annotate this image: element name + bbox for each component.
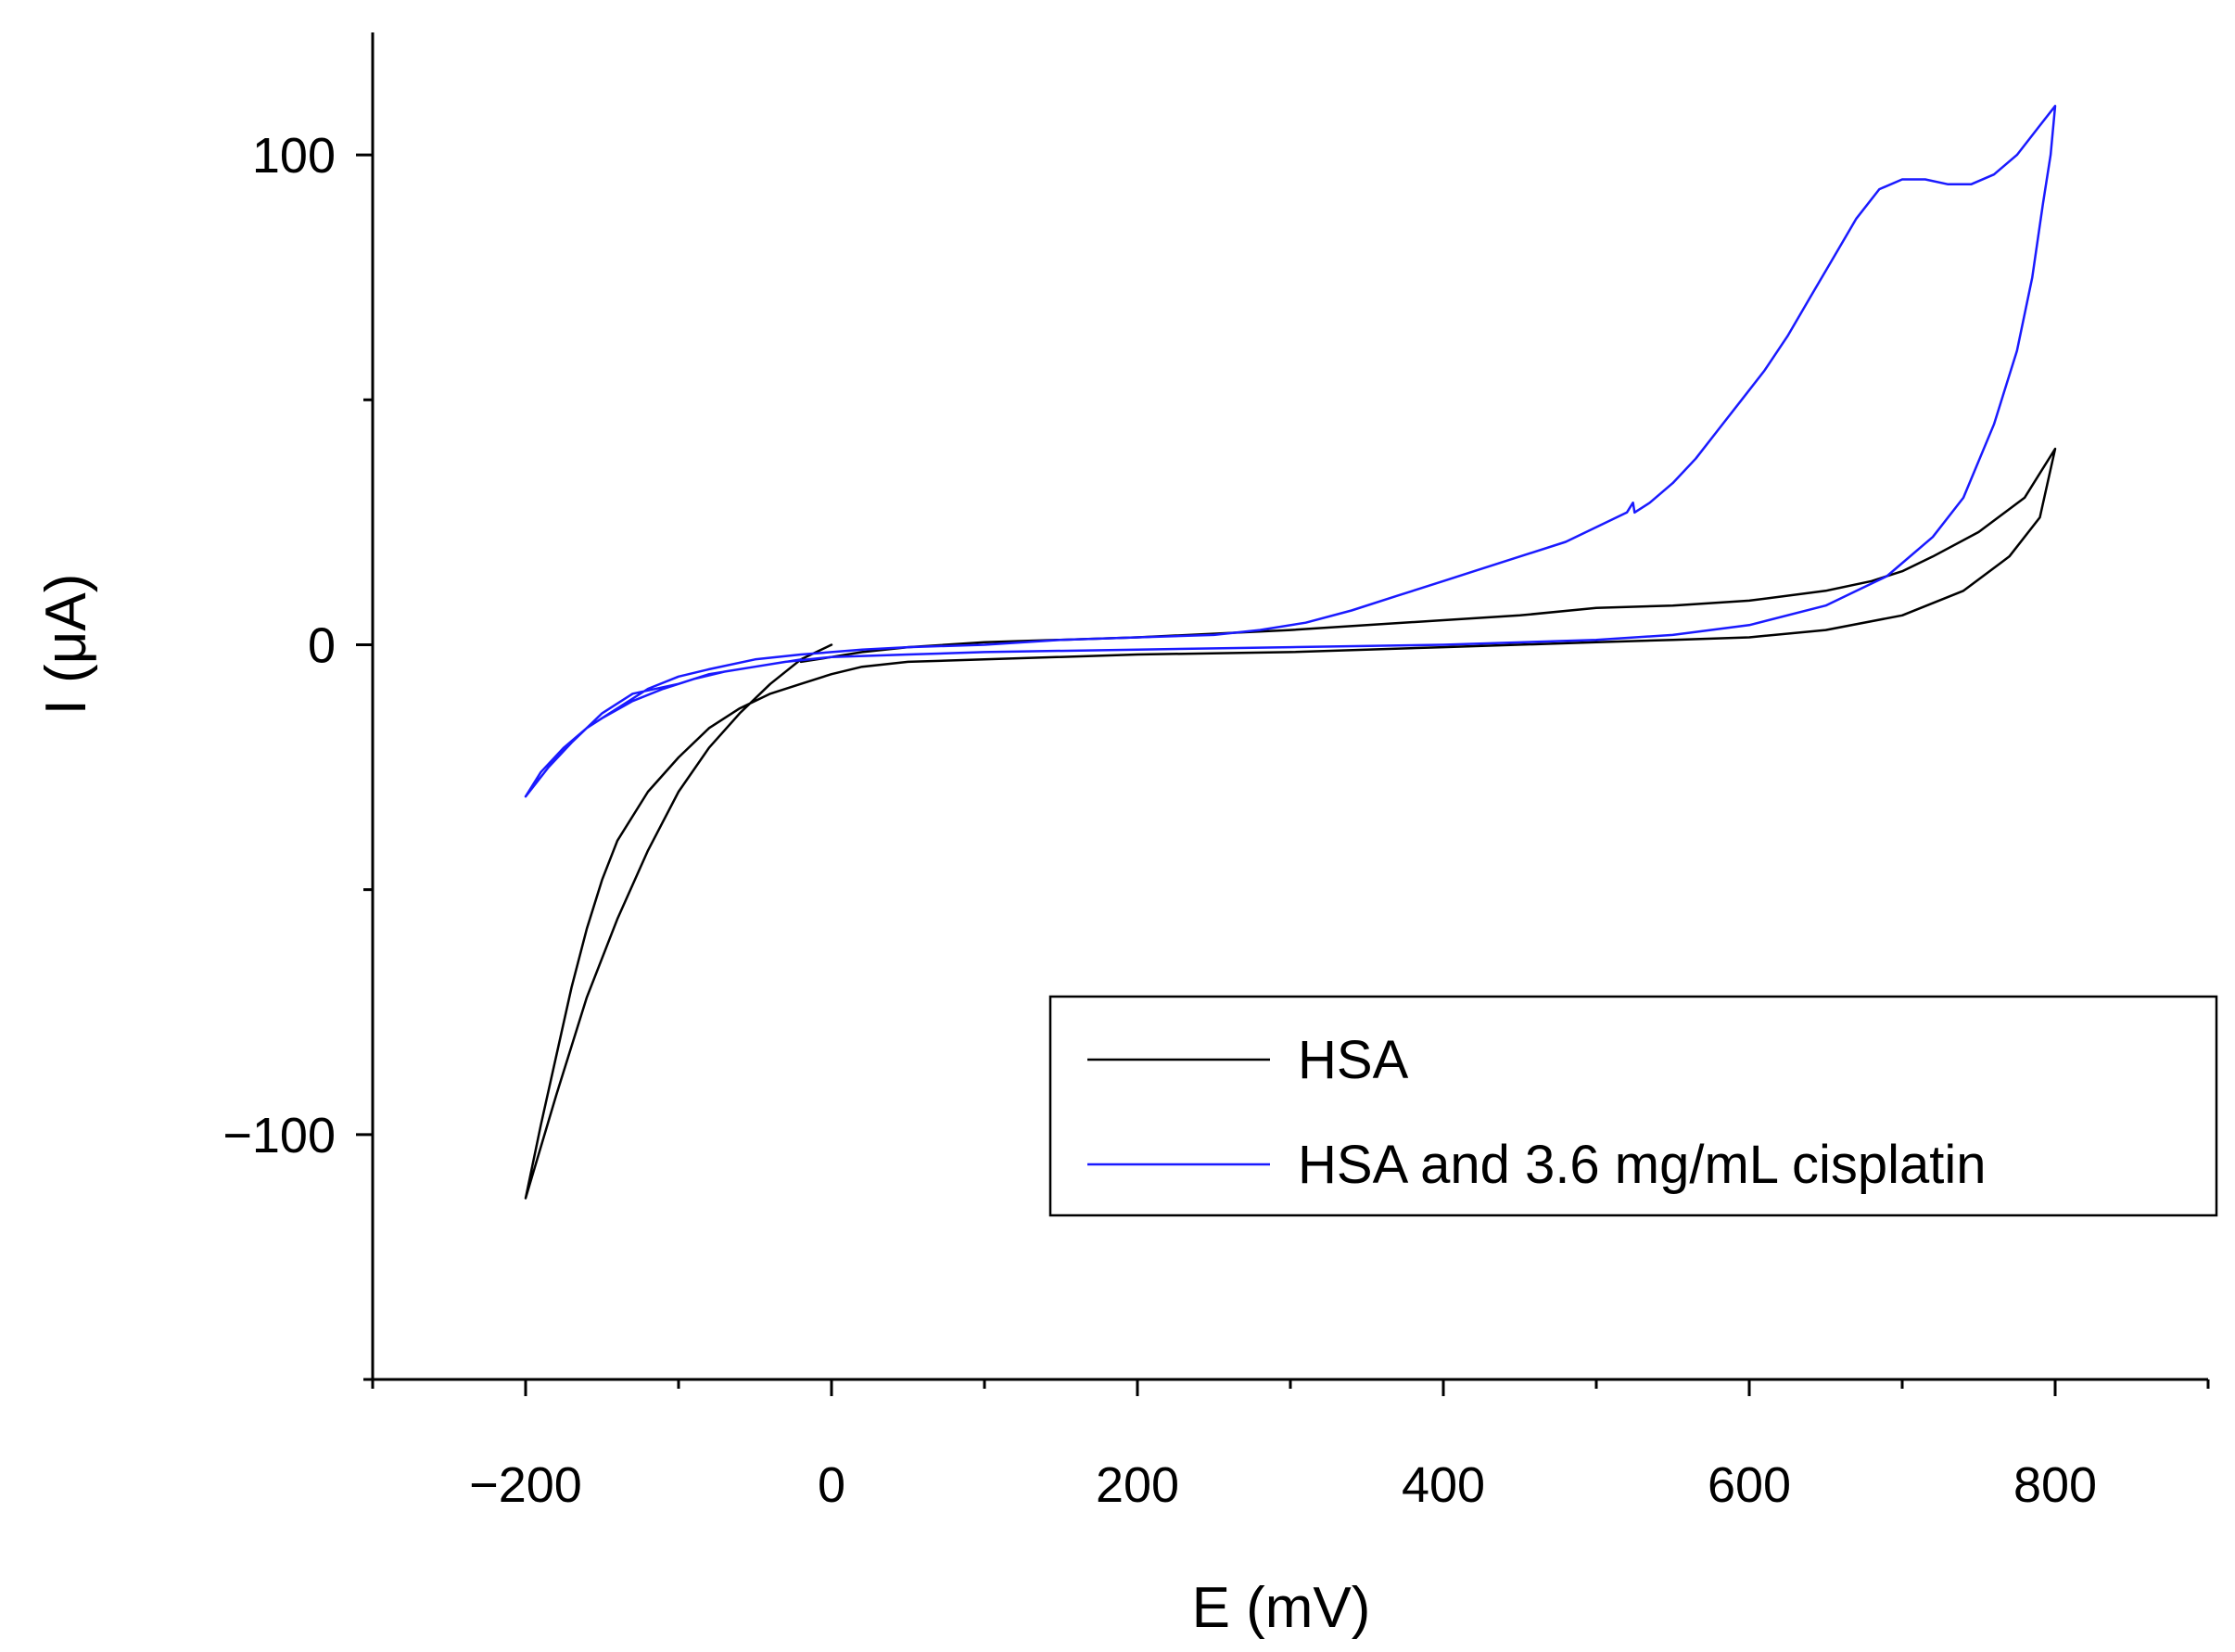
x-tick-label: −200 xyxy=(469,1457,582,1513)
x-axis-ticks: −200 0 200 400 600 800 xyxy=(371,1379,2210,1513)
legend-box xyxy=(1048,995,2218,1217)
x-tick-label: 400 xyxy=(1402,1457,1485,1513)
series-layer xyxy=(524,105,2057,1200)
legend: HSA HSA and 3.6 mg/mL cisplatin xyxy=(1048,995,2218,1217)
x-tick-label: 600 xyxy=(1708,1457,1791,1513)
axes: −200 0 200 400 600 800 −100 0 100 xyxy=(222,32,2210,1513)
y-axis-ticks: −100 0 100 xyxy=(222,128,373,1381)
legend-label-hsa-cisplatin: HSA and 3.6 mg/mL cisplatin xyxy=(1298,1135,1987,1195)
x-axis-title: E (mV) xyxy=(1192,1576,1371,1640)
series-line-hsa-cisplatin xyxy=(524,105,2057,798)
x-tick-label: 800 xyxy=(2013,1457,2097,1513)
legend-label-hsa: HSA xyxy=(1298,1030,1409,1090)
x-tick-label: 0 xyxy=(818,1457,845,1513)
y-tick-label: 100 xyxy=(252,128,336,184)
y-tick-label: −100 xyxy=(222,1108,336,1163)
x-tick-label: 200 xyxy=(1096,1457,1179,1513)
series-line-hsa xyxy=(524,447,2057,1200)
y-axis-title: I (μA) xyxy=(34,574,98,716)
y-tick-label: 0 xyxy=(308,617,336,673)
